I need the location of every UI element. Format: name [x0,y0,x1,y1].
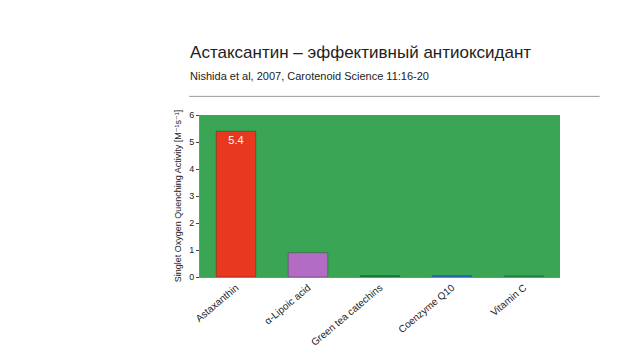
svg-text:5: 5 [189,137,194,147]
svg-text:Coenzyme Q10: Coenzyme Q10 [396,282,457,335]
svg-text:5.4: 5.4 [228,134,243,146]
svg-text:Vitamin C: Vitamin C [488,282,528,318]
svg-text:0: 0 [189,272,194,282]
svg-text:4: 4 [189,164,194,174]
svg-text:Astaxanthin: Astaxanthin [193,282,240,324]
svg-text:α-Lipoic acid: α-Lipoic acid [262,282,312,327]
svg-text:6: 6 [189,110,194,120]
svg-text:1: 1 [189,245,194,255]
svg-text:3: 3 [189,191,194,201]
svg-text:Астаксантин – эффективный анти: Астаксантин – эффективный антиоксидантNi… [190,43,531,82]
svg-text:Singlet Oxygen Quenching Activ: Singlet Oxygen Quenching Activity [M⁻¹s⁻… [173,110,183,283]
svg-text:2: 2 [189,218,194,228]
svg-text:Green tea catechins: Green tea catechins [309,282,385,348]
